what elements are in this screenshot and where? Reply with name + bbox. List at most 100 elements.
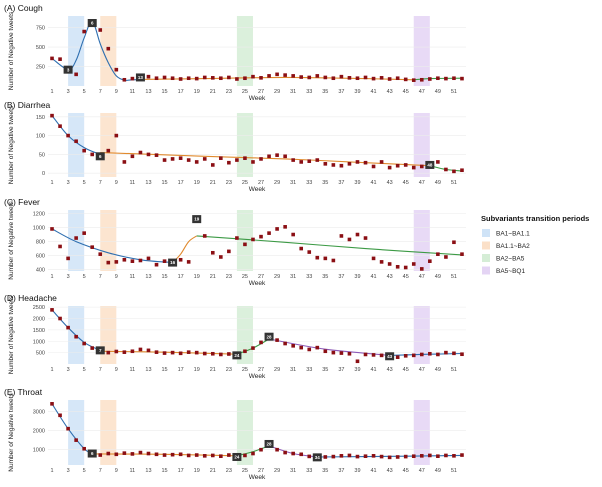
- data-point: [162, 259, 167, 263]
- data-point: [98, 28, 103, 32]
- data-point: [331, 258, 336, 263]
- data-point: [355, 160, 360, 164]
- data-point: [419, 352, 424, 357]
- data-point: [50, 402, 54, 406]
- x-tick-label: 13: [145, 274, 151, 280]
- x-axis-label: Week: [249, 186, 266, 193]
- breakpoint-marker: [312, 453, 322, 462]
- data-point: [162, 75, 167, 80]
- data-point: [460, 168, 464, 173]
- transition-band: [68, 113, 85, 177]
- data-point: [154, 153, 159, 157]
- data-point: [452, 454, 456, 458]
- x-tick-label: 47: [419, 468, 425, 474]
- breakpoint-label: 34: [315, 455, 321, 460]
- data-point: [146, 74, 151, 79]
- data-point: [428, 77, 432, 81]
- legend-label: BA1.1~BA2: [496, 243, 530, 250]
- data-point: [74, 438, 78, 442]
- data-point: [138, 450, 143, 455]
- data-point: [170, 76, 175, 81]
- transition-band: [413, 306, 430, 364]
- data-point: [194, 160, 199, 164]
- data-point: [363, 75, 368, 80]
- data-point: [138, 150, 143, 155]
- fitted-segment-line: [51, 228, 173, 264]
- x-tick-label: 39: [354, 367, 360, 373]
- x-tick-label: 51: [451, 180, 457, 186]
- data-point: [331, 454, 336, 459]
- data-point: [403, 163, 408, 167]
- data-point: [114, 260, 119, 264]
- data-point: [106, 350, 111, 355]
- y-tick-label: 50: [39, 152, 45, 158]
- data-point: [395, 455, 400, 459]
- data-point: [379, 454, 384, 459]
- data-point: [395, 76, 400, 81]
- x-tick-label: 1: [50, 89, 53, 95]
- x-tick-label: 39: [354, 89, 360, 95]
- transition-band: [68, 210, 85, 271]
- x-tick-label: 21: [210, 180, 216, 186]
- data-point: [243, 242, 247, 247]
- x-tick-label: 19: [194, 274, 200, 280]
- data-point: [355, 232, 360, 237]
- data-point: [347, 76, 352, 80]
- data-point: [202, 234, 207, 238]
- breakpoint-label: 6: [91, 451, 94, 456]
- x-tick-label: 15: [161, 89, 167, 95]
- x-tick-label: 37: [338, 367, 344, 373]
- data-point: [315, 255, 320, 260]
- data-point: [106, 46, 111, 51]
- data-point: [154, 452, 159, 457]
- x-tick-label: 3: [67, 274, 70, 280]
- data-point: [291, 451, 295, 456]
- x-axis-label: Week: [249, 95, 266, 102]
- data-point: [130, 349, 135, 354]
- data-point: [403, 354, 408, 358]
- x-axis-label: Week: [249, 373, 266, 380]
- data-point: [227, 75, 231, 80]
- data-point: [186, 260, 191, 264]
- legend-swatch: [482, 229, 490, 237]
- data-point: [50, 227, 54, 231]
- x-tick-label: 11: [130, 89, 136, 95]
- x-tick-label: 35: [322, 367, 328, 373]
- data-point: [58, 57, 62, 61]
- data-point: [162, 453, 167, 457]
- data-point: [347, 453, 352, 458]
- data-point: [419, 267, 424, 271]
- data-point: [251, 346, 255, 350]
- x-tick-label: 17: [178, 89, 184, 95]
- breakpoint-label: 3: [67, 67, 70, 72]
- data-point: [436, 160, 440, 164]
- data-point: [146, 256, 151, 261]
- data-point: [210, 76, 215, 80]
- breakpoint-marker: [135, 73, 145, 82]
- transition-band: [100, 16, 117, 86]
- breakpoint-marker: [425, 160, 435, 169]
- x-tick-label: 5: [83, 367, 86, 373]
- data-point: [219, 352, 223, 357]
- data-point: [436, 352, 440, 357]
- x-tick-label: 3: [67, 89, 70, 95]
- x-tick-label: 35: [322, 274, 328, 280]
- transition-band: [236, 400, 253, 465]
- data-point: [411, 262, 416, 266]
- data-point: [170, 350, 175, 355]
- data-point: [154, 76, 159, 81]
- breakpoint-label: 13: [138, 75, 144, 80]
- data-point: [50, 113, 54, 118]
- breakpoint-label: 7: [99, 348, 102, 353]
- x-tick-label: 19: [194, 89, 200, 95]
- data-point: [219, 156, 223, 160]
- x-tick-label: 31: [290, 180, 296, 186]
- x-tick-label: 7: [99, 180, 102, 186]
- x-tick-label: 25: [242, 274, 248, 280]
- x-tick-label: 23: [226, 367, 232, 373]
- data-point: [371, 76, 376, 81]
- data-point: [275, 72, 279, 77]
- data-point: [331, 76, 336, 81]
- data-point: [219, 454, 223, 459]
